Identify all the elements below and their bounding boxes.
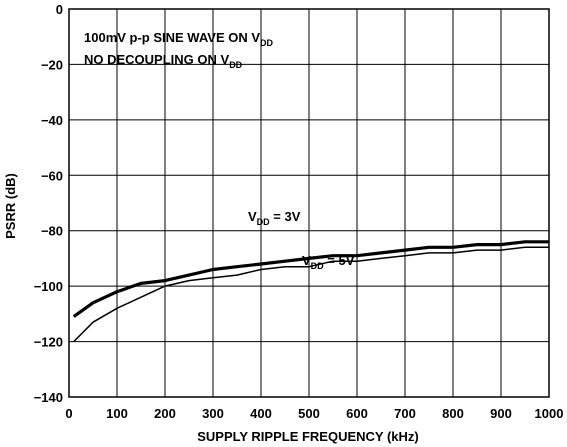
- x-tick-label: 300: [202, 406, 224, 421]
- x-tick-label: 1000: [535, 406, 564, 421]
- y-tick-label: −40: [41, 113, 63, 128]
- x-axis-label: SUPPLY RIPPLE FREQUENCY (kHz): [197, 429, 419, 444]
- y-tick-label: −100: [34, 279, 63, 294]
- y-tick-label: −80: [41, 224, 63, 239]
- y-tick-label: 0: [56, 2, 63, 17]
- x-tick-labels: 0 100 200 300 400 500 600 700 800 900 1000: [65, 406, 563, 421]
- y-axis-label: PSRR (dB): [3, 173, 18, 239]
- series-label-3v: VDD = 3V: [248, 209, 301, 227]
- x-tick-label: 800: [442, 406, 464, 421]
- x-tick-label: 100: [106, 406, 128, 421]
- x-tick-label: 700: [394, 406, 416, 421]
- plot-frame: [68, 8, 550, 398]
- series-lines: [72, 240, 549, 343]
- x-tick-label: 900: [490, 406, 512, 421]
- x-tick-label: 600: [346, 406, 368, 421]
- series-line-5v: [73, 246, 549, 343]
- y-tick-label: −60: [41, 168, 63, 183]
- y-tick-labels: 0 −20 −40 −60 −80 −100 −120 −140: [34, 2, 63, 405]
- x-tick-label: 500: [298, 406, 320, 421]
- series-line-3v: [72, 240, 549, 318]
- series-label-5v: VDD = 5V: [302, 253, 355, 271]
- x-tick-label: 400: [250, 406, 272, 421]
- y-tick-label: −20: [41, 57, 63, 72]
- y-tick-label: −140: [34, 390, 63, 405]
- annotation-line-2: NO DECOUPLING ON VDD: [84, 52, 243, 70]
- x-tick-label: 0: [65, 406, 72, 421]
- annotation-line-1: 100mV p-p SINE WAVE ON VDD: [84, 30, 274, 48]
- grid: [69, 9, 549, 397]
- y-tick-label: −120: [34, 335, 63, 350]
- x-tick-label: 200: [154, 406, 176, 421]
